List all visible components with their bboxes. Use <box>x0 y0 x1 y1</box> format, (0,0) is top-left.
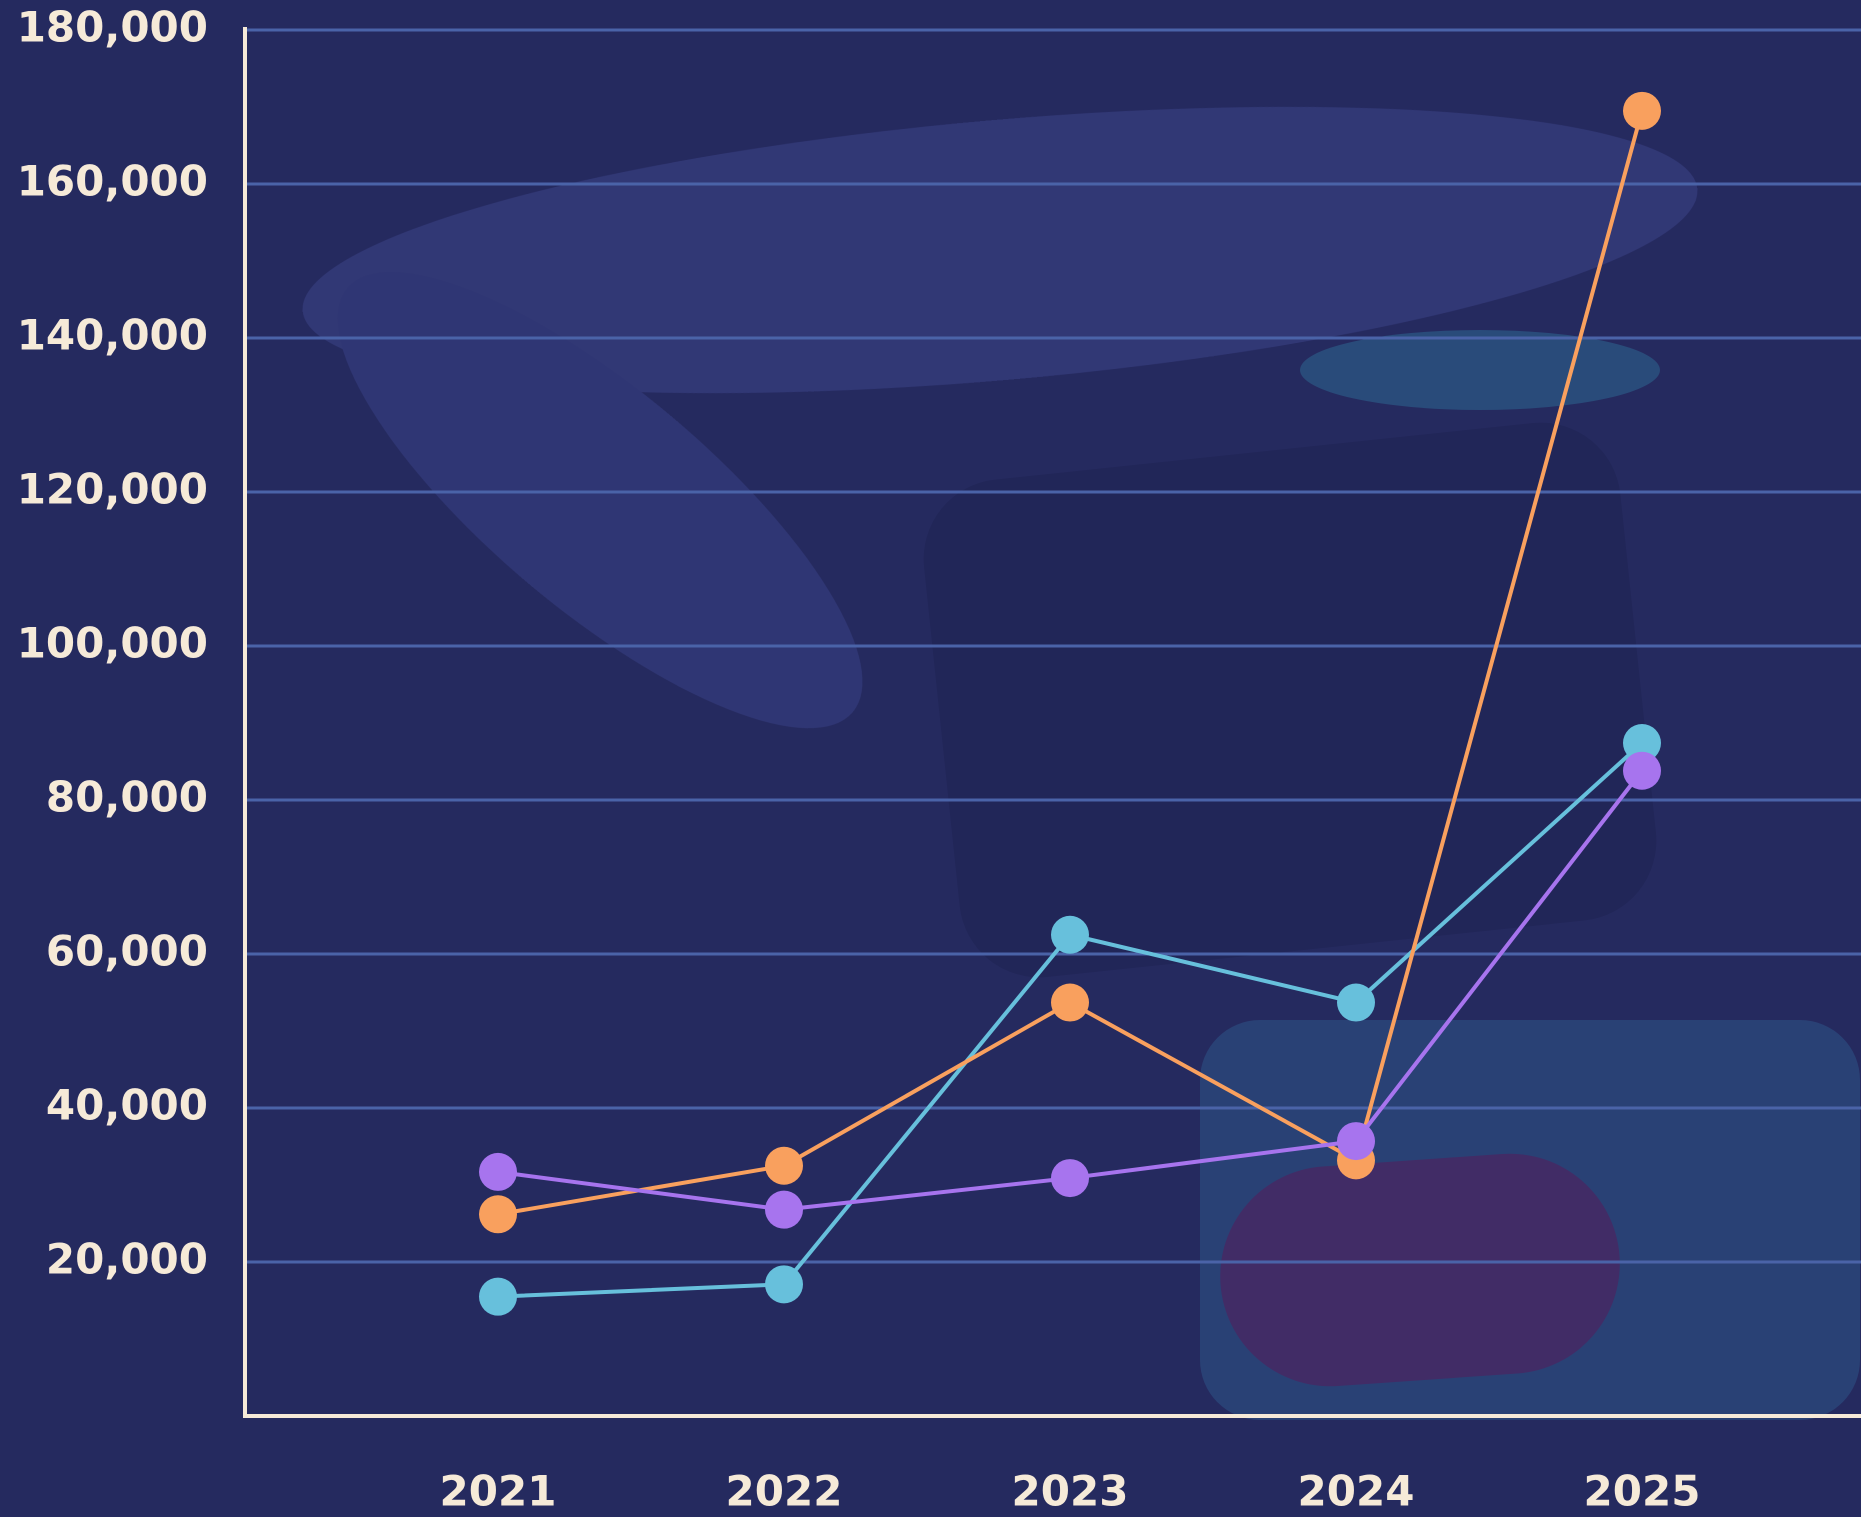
data-point <box>1051 916 1089 954</box>
data-point <box>479 1278 517 1316</box>
data-point <box>1051 984 1089 1022</box>
data-point <box>1623 92 1661 130</box>
chart: 20,000 40,000 60,000 80,000 100,000 120,000 14… <box>0 0 1861 1517</box>
y-tick-label: 80,000 <box>46 773 208 822</box>
data-point <box>765 1265 803 1303</box>
y-tick-label: 100,000 <box>17 619 208 668</box>
page: 20,000 40,000 60,000 80,000 100,000 120,000 14… <box>0 0 1861 1517</box>
data-point <box>1623 752 1661 790</box>
x-tick-label: 2025 <box>1584 1467 1701 1516</box>
data-point <box>479 1153 517 1191</box>
y-tick-label: 160,000 <box>17 157 208 206</box>
data-point <box>765 1191 803 1229</box>
data-point <box>765 1147 803 1185</box>
y-tick-label: 140,000 <box>17 311 208 360</box>
x-tick-label: 2021 <box>440 1467 557 1516</box>
y-tick-label: 40,000 <box>46 1081 208 1130</box>
x-tick-label: 2023 <box>1012 1467 1129 1516</box>
y-tick-label: 180,000 <box>17 3 208 52</box>
x-tick-label: 2024 <box>1298 1467 1415 1516</box>
data-point <box>1051 1159 1089 1197</box>
x-tick-label: 2022 <box>726 1467 843 1516</box>
y-tick-label: 20,000 <box>46 1235 208 1284</box>
y-tick-label: 120,000 <box>17 465 208 514</box>
data-point <box>1337 984 1375 1022</box>
data-point <box>479 1195 517 1233</box>
y-tick-label: 60,000 <box>46 927 208 976</box>
data-point <box>1337 1122 1375 1160</box>
